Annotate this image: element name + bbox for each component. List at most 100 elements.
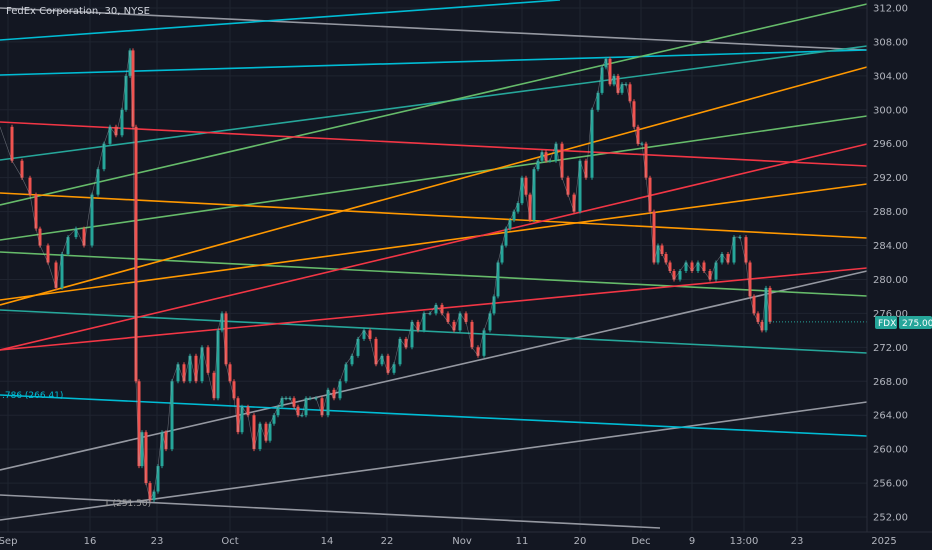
price-candle xyxy=(300,415,304,417)
price-tag-value: 275.00 xyxy=(902,319,932,329)
price-candle xyxy=(536,160,540,170)
price-candle xyxy=(600,67,604,93)
time-tick-label: Sep xyxy=(0,536,17,547)
price-candle xyxy=(452,321,456,331)
price-axis[interactable]: 312.00 308.00 304.00 300.00 296.00 292.00 288.… xyxy=(873,4,908,524)
price-candle xyxy=(200,347,204,382)
trend-line xyxy=(0,121,868,167)
price-candle xyxy=(696,262,700,271)
price-candle xyxy=(532,169,536,221)
price-candle xyxy=(604,58,608,68)
price-candle xyxy=(708,271,712,280)
price-candle xyxy=(344,364,348,382)
price-candle xyxy=(492,296,496,314)
price-candle xyxy=(176,364,180,382)
price-candle xyxy=(188,355,192,382)
price-candle xyxy=(66,237,70,255)
price-candle xyxy=(206,347,210,373)
price-candle xyxy=(102,143,106,170)
price-candle xyxy=(114,126,118,136)
time-tick-label: 9 xyxy=(689,536,695,547)
trend-line xyxy=(0,251,868,297)
price-candle xyxy=(144,432,148,484)
price-candle xyxy=(308,398,312,400)
price-tick-label: 300.00 xyxy=(873,105,908,116)
price-candle xyxy=(702,262,706,271)
price-candle xyxy=(404,338,408,348)
price-candle xyxy=(540,152,544,161)
price-candle xyxy=(434,304,438,314)
price-tick-label: 264.00 xyxy=(873,411,908,422)
price-candle xyxy=(560,143,564,178)
price-candle xyxy=(356,338,360,356)
trend-line xyxy=(0,267,868,351)
price-candle xyxy=(272,415,276,424)
price-candle xyxy=(596,92,600,110)
price-candle xyxy=(752,296,756,314)
price-candle xyxy=(496,262,500,297)
price-candle xyxy=(264,423,268,441)
price-candle xyxy=(380,355,384,365)
time-tick-label: Oct xyxy=(221,536,238,547)
price-candle xyxy=(684,262,688,271)
price-candle xyxy=(584,160,588,178)
price-candle xyxy=(320,398,324,416)
price-candle xyxy=(304,398,308,416)
trend-line xyxy=(0,192,868,239)
price-candle xyxy=(134,126,138,382)
time-axis[interactable]: Sep 16 23 Oct 14 22 Nov 11 20 Dec 9 13:00 23 2025 xyxy=(0,536,897,547)
price-candle xyxy=(678,271,682,280)
price-candle xyxy=(446,313,450,322)
time-tick-label: Nov xyxy=(452,536,472,547)
price-candle xyxy=(10,126,14,161)
price-tag-value-bg xyxy=(899,316,932,329)
time-tick-label: 14 xyxy=(321,536,334,547)
trend-line xyxy=(0,401,868,521)
trend-line xyxy=(0,45,868,161)
price-candle xyxy=(194,355,198,382)
price-candle xyxy=(224,313,228,365)
price-tag-symbol-bg xyxy=(875,316,897,329)
price-candle xyxy=(28,177,32,195)
price-candle xyxy=(82,228,86,246)
chart-title: FedEx Corporation, 30, NYSE xyxy=(6,6,150,17)
price-candle xyxy=(590,109,594,178)
price-candle xyxy=(46,245,50,263)
price-candle xyxy=(326,389,330,416)
price-candle xyxy=(464,313,468,322)
price-candle xyxy=(644,143,648,178)
price-candle xyxy=(458,313,462,331)
price-candle xyxy=(768,287,772,322)
price-candle xyxy=(280,398,284,407)
price-candle xyxy=(96,169,100,195)
price-candle xyxy=(524,177,528,195)
price-candle xyxy=(137,381,141,467)
trend-lines xyxy=(0,0,868,529)
fib-label-786: .786 (266.41) xyxy=(2,391,63,401)
time-tick-label: 23 xyxy=(151,536,164,547)
price-candle xyxy=(760,321,764,331)
price-candle xyxy=(156,466,160,492)
grid-lines xyxy=(0,0,867,532)
price-candle xyxy=(170,381,174,450)
price-candle xyxy=(374,338,378,365)
price-tick-label: 268.00 xyxy=(873,377,908,388)
trend-line xyxy=(0,3,868,206)
price-candle xyxy=(500,245,504,263)
price-candle xyxy=(246,406,250,416)
time-tick-label: 11 xyxy=(516,536,529,547)
time-tick-label: 22 xyxy=(381,536,394,547)
price-candle xyxy=(628,84,632,102)
price-candle xyxy=(482,330,486,356)
price-candle xyxy=(332,389,336,399)
price-candle xyxy=(726,254,730,263)
price-candle xyxy=(220,313,224,331)
price-candle xyxy=(392,364,396,373)
price-candle xyxy=(648,177,652,212)
price-candle xyxy=(108,126,112,144)
price-candle xyxy=(554,143,558,161)
price-candle xyxy=(504,228,508,246)
trend-line xyxy=(0,183,868,301)
